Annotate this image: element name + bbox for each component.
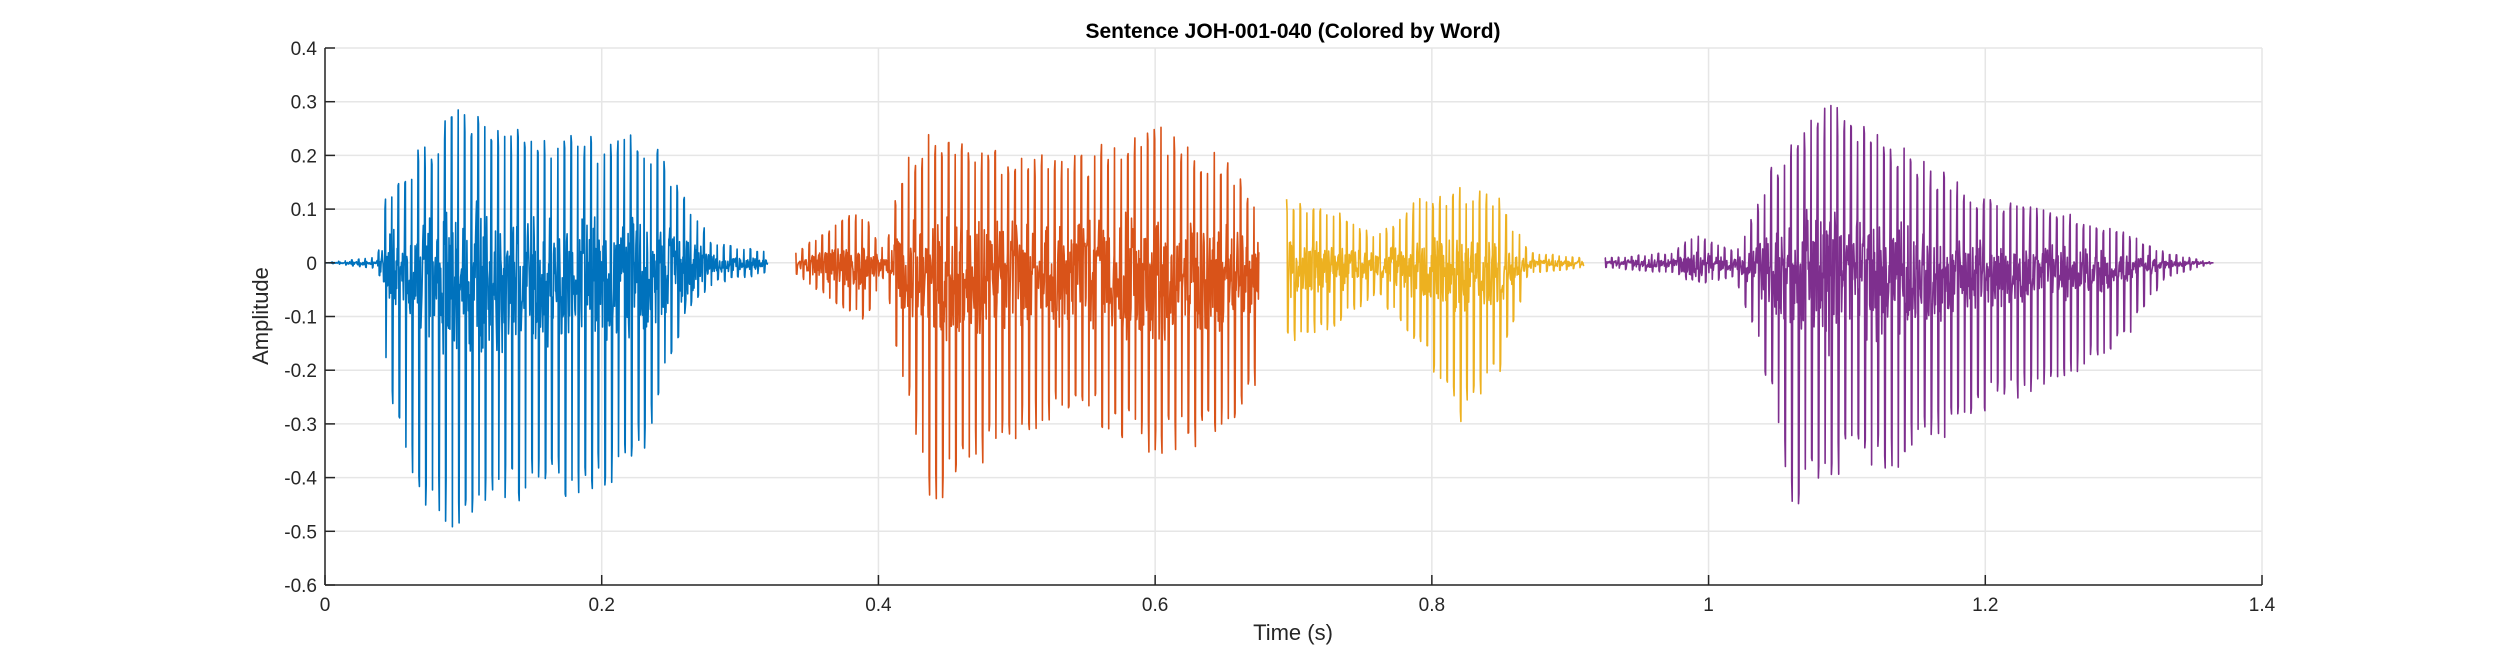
x-tick-label: 0.2	[589, 595, 615, 616]
y-tick-label: 0.4	[291, 39, 318, 60]
x-tick-label: 0.8	[1419, 595, 1445, 616]
x-axis-label: Time (s)	[1253, 620, 1333, 645]
chart-title: Sentence JOH-001-040 (Colored by Word)	[1085, 20, 1500, 43]
series-group	[324, 104, 2214, 528]
axes: 0 0.2 0.4 0.6 0.8 1 1.2 1.4 -0.6 -0.5 -0.4 -0.3 -0.2…	[284, 39, 2275, 616]
y-tick-label: 0.2	[291, 146, 317, 167]
y-tick-label: -0.2	[284, 361, 317, 382]
y-tick-label: 0.3	[291, 93, 317, 114]
y-tick-label: 0	[306, 254, 317, 275]
waveform-word-2	[794, 126, 1260, 500]
y-tick-label: -0.3	[284, 415, 317, 436]
x-tick-label: 1	[1703, 595, 1714, 616]
x-tick-label: 0.4	[865, 595, 892, 616]
y-tick-label: -0.5	[284, 522, 317, 543]
waveform-word-4	[1604, 104, 2214, 505]
x-tick-label: 1.4	[2249, 595, 2276, 616]
x-tick-label: 0.6	[1142, 595, 1168, 616]
x-tick-label: 0	[320, 595, 331, 616]
y-tick-label: 0.1	[291, 200, 317, 221]
y-tick-label: -0.6	[284, 576, 317, 597]
y-tick-label: -0.1	[284, 308, 317, 329]
waveform-word-1	[324, 109, 769, 528]
y-tick-label: -0.4	[284, 469, 317, 490]
y-axis-label: Amplitude	[248, 267, 273, 365]
x-tick-label: 1.2	[1972, 595, 1998, 616]
waveform-word-3	[1285, 186, 1585, 423]
